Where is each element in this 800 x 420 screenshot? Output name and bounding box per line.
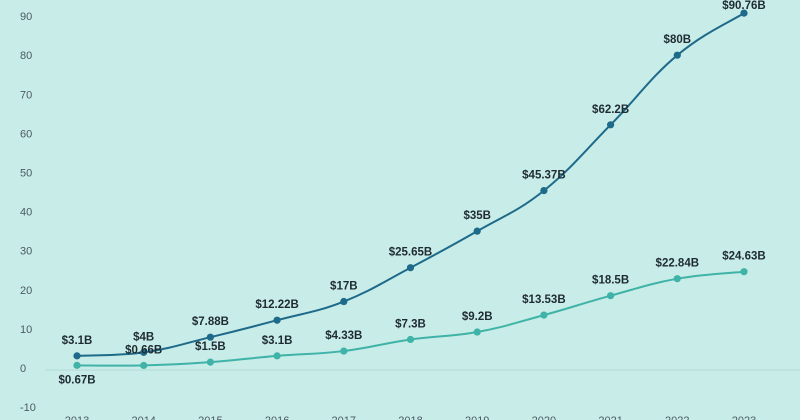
- data-point: [273, 352, 281, 360]
- data-point: [273, 316, 281, 324]
- y-tick-label: 70: [20, 89, 32, 101]
- data-label: $62.2B: [592, 104, 629, 116]
- data-point: [406, 335, 415, 344]
- data-point: [206, 333, 214, 341]
- data-point: [406, 264, 415, 272]
- data-point: [673, 275, 681, 283]
- data-label: $4B: [133, 331, 154, 343]
- data-point: [607, 121, 615, 129]
- data-label: $13.53B: [522, 294, 565, 306]
- x-tick-label: 2023: [732, 415, 756, 420]
- y-tick-label: 20: [20, 285, 32, 297]
- data-label: $90.76B: [722, 0, 765, 12]
- data-label: $18.5B: [592, 275, 629, 287]
- data-point: [607, 292, 615, 300]
- data-point: [73, 361, 81, 369]
- data-point: [340, 297, 348, 306]
- data-label: $7.88B: [192, 316, 229, 328]
- data-label: $0.66B: [125, 344, 162, 356]
- x-tick-label: 2014: [131, 415, 155, 420]
- data-point: [673, 51, 681, 59]
- y-tick-label: -10: [20, 402, 36, 414]
- y-tick-label: 40: [20, 207, 32, 219]
- data-label: $4.33B: [325, 330, 362, 342]
- data-label: $12.22B: [255, 299, 298, 311]
- x-tick-label: 2019: [465, 415, 489, 420]
- y-tick-label: 30: [20, 246, 32, 258]
- y-tick-label: 10: [20, 324, 32, 336]
- x-tick-label: 2020: [532, 415, 556, 420]
- data-point: [473, 227, 481, 235]
- x-tick-label: 2017: [332, 415, 356, 420]
- y-tick-label: 0: [20, 363, 26, 375]
- data-label: $25.65B: [389, 247, 432, 259]
- data-point: [740, 9, 748, 17]
- y-tick-label: 50: [20, 168, 32, 180]
- data-label: $80B: [664, 34, 692, 46]
- data-label: $1.5B: [195, 341, 226, 353]
- y-tick-label: 90: [20, 11, 32, 23]
- x-tick-label: 2021: [598, 415, 622, 420]
- data-label: $17B: [330, 281, 358, 293]
- x-tick-label: 2016: [265, 415, 289, 420]
- data-label: $45.37B: [522, 170, 565, 182]
- data-point: [540, 311, 548, 319]
- y-tick-label: 60: [20, 128, 32, 140]
- data-point: [73, 352, 81, 360]
- x-tick-label: 2018: [398, 415, 422, 420]
- x-tick-label: 2022: [665, 415, 689, 420]
- series-line: [76, 12, 745, 357]
- data-label: $3.1B: [262, 335, 293, 347]
- data-point: [473, 328, 481, 336]
- y-tick-label: 80: [20, 50, 32, 62]
- data-label: $3.1B: [62, 335, 93, 347]
- x-tick-label: 2013: [65, 415, 89, 420]
- data-label: $24.63B: [722, 251, 765, 263]
- data-label: $35B: [463, 210, 491, 222]
- data-label: $7.3B: [395, 318, 426, 330]
- data-label: $9.2B: [462, 311, 493, 323]
- data-point: [540, 187, 548, 195]
- data-label: $0.67B: [58, 374, 95, 386]
- data-point: [740, 268, 748, 276]
- data-point: [140, 361, 148, 370]
- x-tick-label: 2015: [198, 415, 222, 420]
- data-point: [206, 358, 214, 366]
- data-label: $22.84B: [656, 258, 699, 270]
- data-point: [140, 348, 148, 356]
- data-point: [340, 347, 348, 355]
